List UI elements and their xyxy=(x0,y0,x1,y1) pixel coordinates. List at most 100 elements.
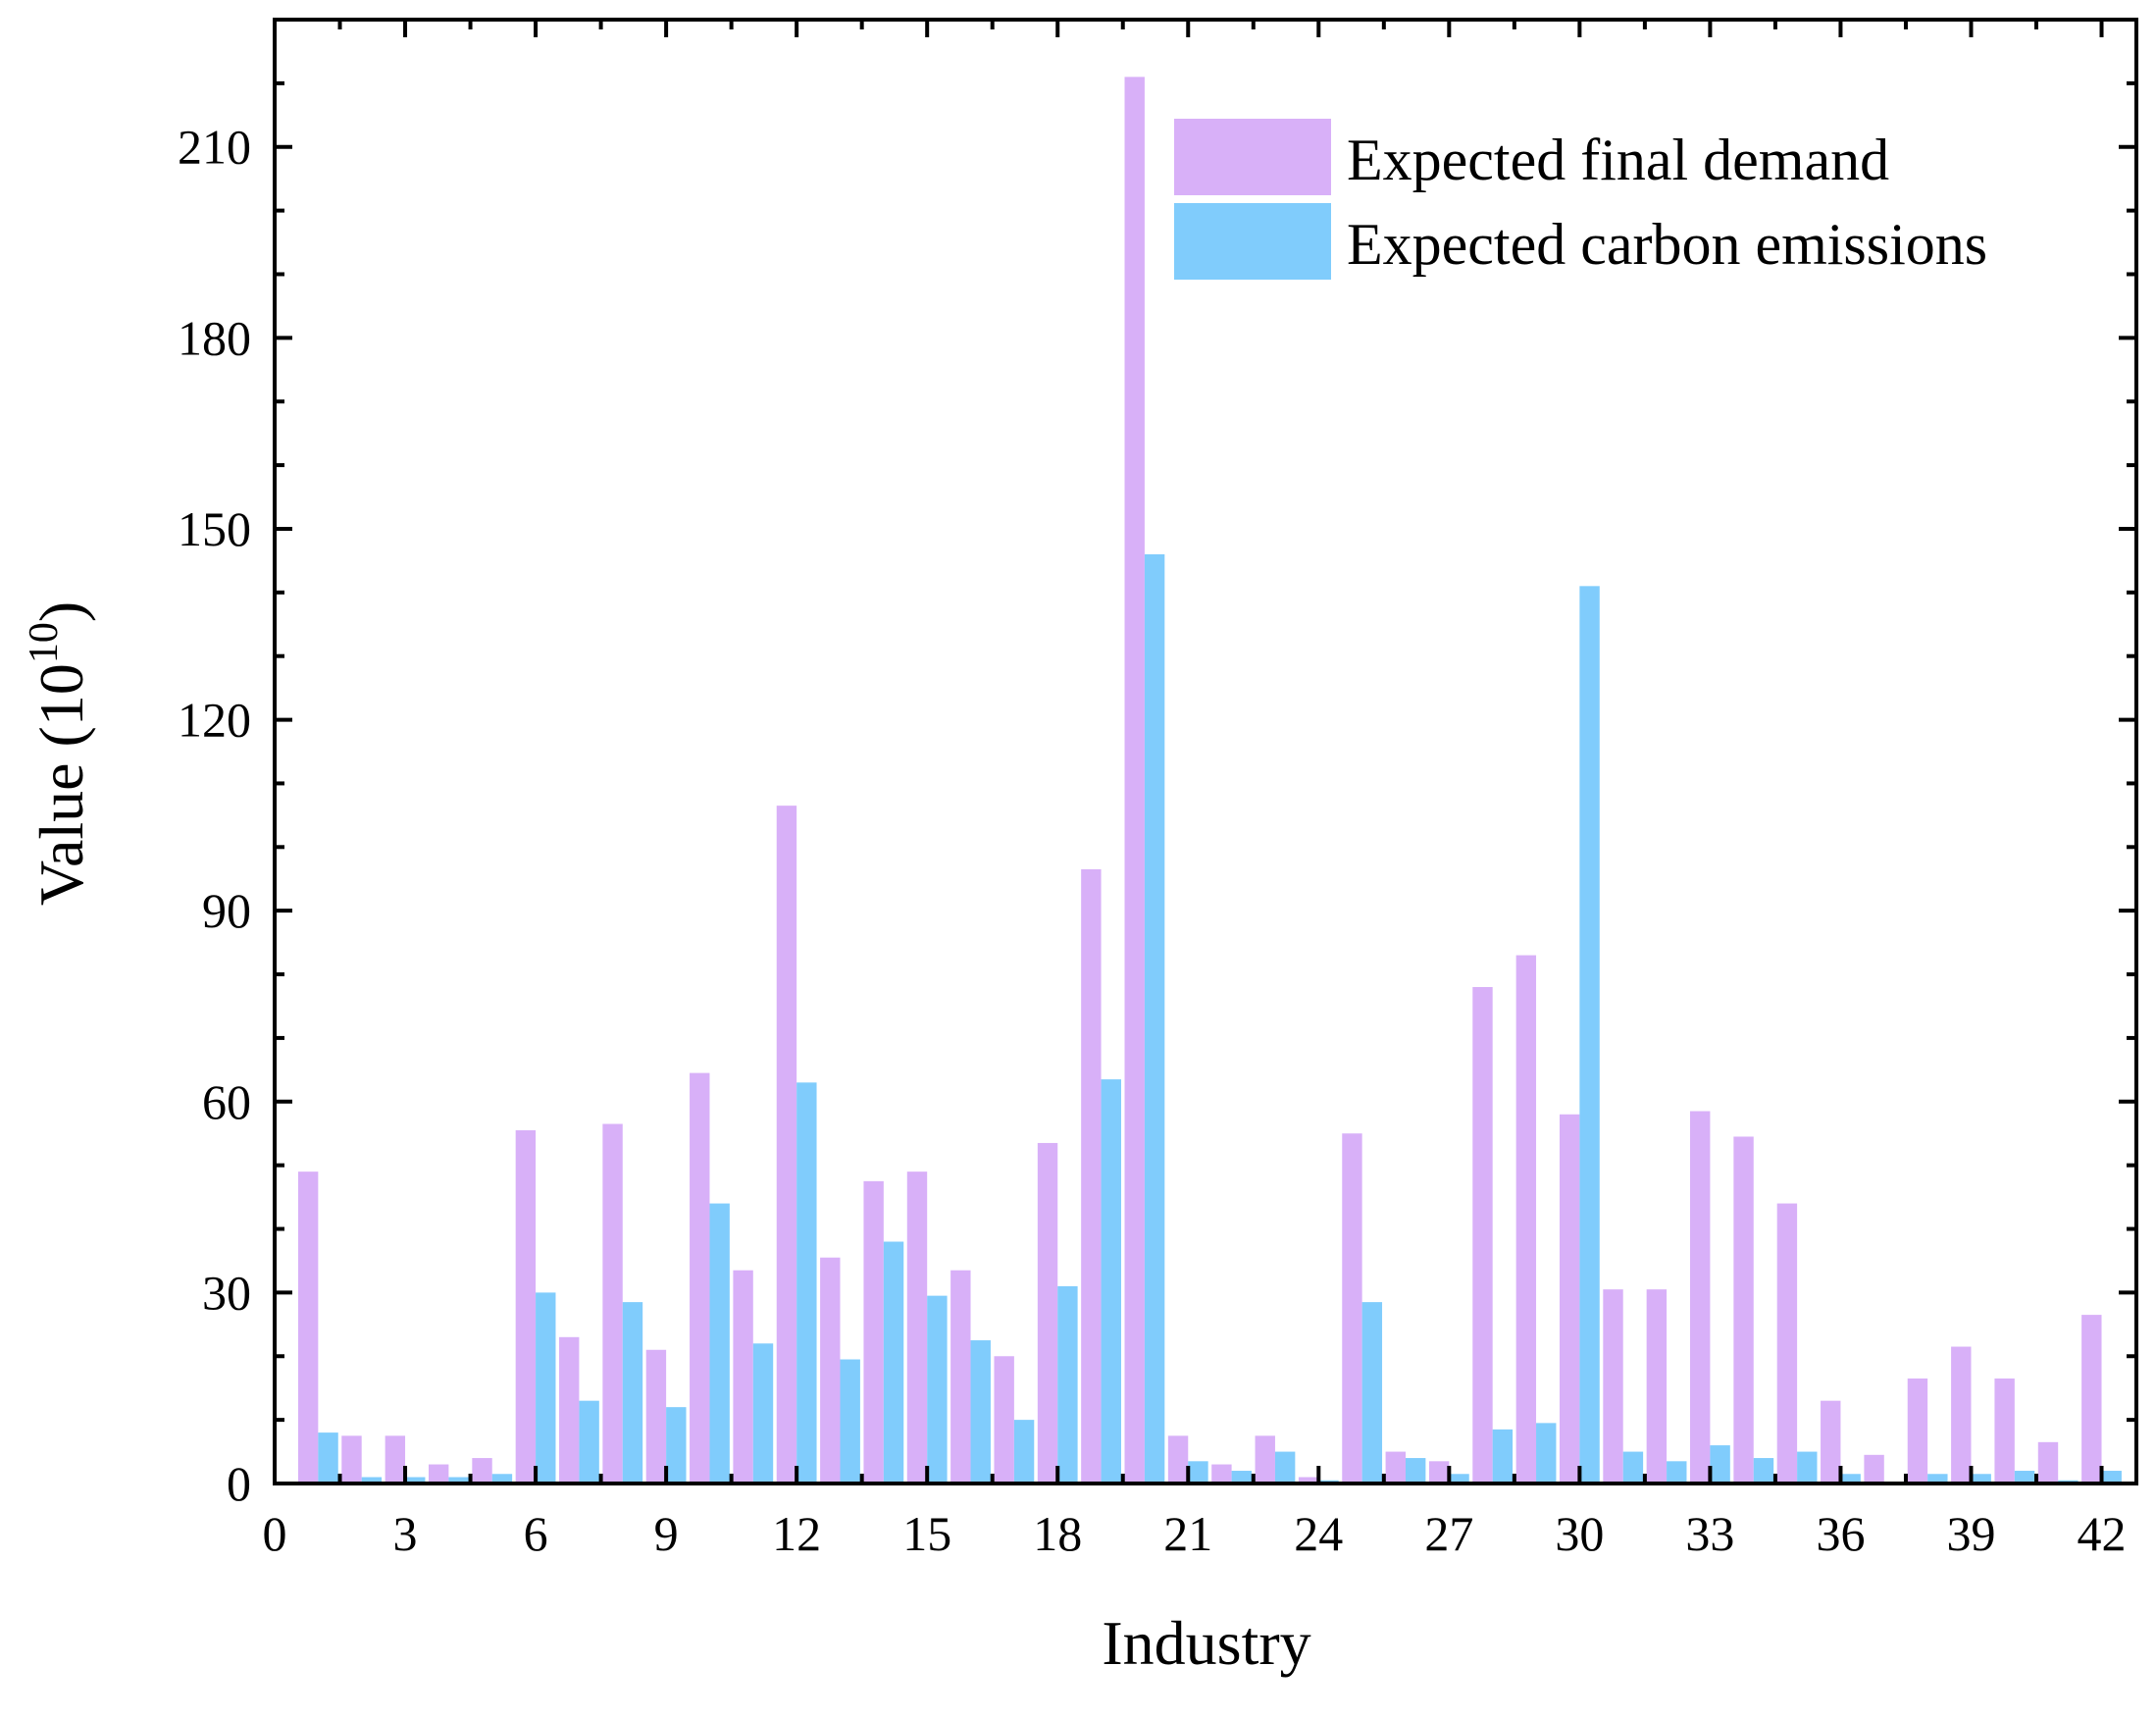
bar-carbon-emissions-16 xyxy=(970,1340,991,1484)
bar-carbon-emissions-10 xyxy=(709,1203,730,1484)
bar-final-demand-6 xyxy=(515,1129,537,1484)
bar-carbon-emissions-29 xyxy=(1536,1423,1557,1484)
x-tick-label: 0 xyxy=(263,1506,287,1561)
bar-carbon-emissions-36 xyxy=(1840,1474,1861,1484)
axes xyxy=(273,18,2138,1485)
bar-carbon-emissions-18 xyxy=(1057,1285,1078,1484)
bar-carbon-emissions-7 xyxy=(579,1400,599,1484)
y-tick-label: 180 xyxy=(178,310,251,365)
bar-carbon-emissions-42 xyxy=(2101,1471,2122,1484)
bar-final-demand-26 xyxy=(1385,1451,1406,1484)
bar-carbon-emissions-31 xyxy=(1622,1451,1644,1484)
y-tick-label: 60 xyxy=(202,1074,251,1129)
bar-final-demand-27 xyxy=(1428,1461,1450,1484)
bar-carbon-emissions-26 xyxy=(1405,1458,1426,1484)
bar-carbon-emissions-30 xyxy=(1579,586,1600,1484)
y-axis-title-main: Value (10 xyxy=(26,663,96,906)
bar-carbon-emissions-6 xyxy=(536,1292,556,1484)
bar-final-demand-33 xyxy=(1690,1111,1711,1484)
bar-final-demand-11 xyxy=(733,1270,753,1484)
x-tick-label: 9 xyxy=(654,1506,679,1561)
y-axis-title-close: ) xyxy=(26,601,96,622)
bar-final-demand-1 xyxy=(297,1171,319,1484)
bar-final-demand-38 xyxy=(1907,1378,1928,1484)
x-tick-label: 18 xyxy=(1033,1506,1082,1561)
bar-final-demand-17 xyxy=(994,1356,1014,1484)
bar-final-demand-16 xyxy=(950,1270,971,1484)
legend-label-carbon-emissions: Expected carbon emissions xyxy=(1347,212,1987,277)
bar-carbon-emissions-25 xyxy=(1361,1302,1383,1484)
bar-carbon-emissions-2 xyxy=(361,1477,383,1484)
bar-carbon-emissions-13 xyxy=(840,1359,860,1484)
bar-carbon-emissions-9 xyxy=(666,1407,687,1484)
x-tick-label: 36 xyxy=(1816,1506,1865,1561)
x-tick-label: 27 xyxy=(1424,1506,1473,1561)
x-tick-label: 15 xyxy=(902,1506,951,1561)
bar-carbon-emissions-14 xyxy=(883,1241,904,1484)
y-tick-label: 120 xyxy=(178,693,251,748)
y-tick-label: 150 xyxy=(178,501,251,556)
y-tick-label: 210 xyxy=(178,120,251,175)
x-tick-label: 6 xyxy=(524,1506,548,1561)
bar-carbon-emissions-38 xyxy=(1927,1474,1948,1484)
bar-carbon-emissions-32 xyxy=(1667,1461,1687,1484)
bar-final-demand-31 xyxy=(1603,1289,1623,1484)
bar-final-demand-40 xyxy=(1994,1378,2015,1484)
bar-carbon-emissions-33 xyxy=(1710,1445,1730,1484)
legend-swatch-final-demand xyxy=(1174,119,1331,195)
bar-final-demand-32 xyxy=(1646,1289,1668,1484)
x-axis-title: Industry xyxy=(1102,1608,1310,1678)
bar-carbon-emissions-28 xyxy=(1492,1429,1514,1484)
bar-carbon-emissions-5 xyxy=(491,1474,513,1484)
y-axis-title-exponent: 10 xyxy=(22,622,67,663)
y-tick-labels: 0 30 60 90 120 150 180 210 xyxy=(178,120,251,1511)
y-tick-label: 30 xyxy=(202,1265,251,1320)
bar-final-demand-28 xyxy=(1472,987,1493,1484)
y-axis-title: Value (1010) xyxy=(22,601,96,906)
x-tick-label: 42 xyxy=(2078,1506,2127,1561)
plot-frame xyxy=(273,18,2138,1485)
bar-final-demand-3 xyxy=(385,1435,406,1484)
x-tick-label: 30 xyxy=(1555,1506,1604,1561)
bar-final-demand-36 xyxy=(1821,1400,1841,1484)
bar-final-demand-29 xyxy=(1515,955,1537,1484)
bar-final-demand-8 xyxy=(602,1123,623,1484)
bar-final-demand-35 xyxy=(1776,1203,1798,1484)
bar-final-demand-5 xyxy=(472,1458,492,1484)
bar-final-demand-37 xyxy=(1864,1454,1884,1484)
series-expected-final-demand xyxy=(297,77,2102,1484)
legend-label-final-demand: Expected final demand xyxy=(1347,128,1889,192)
bar-final-demand-13 xyxy=(820,1257,841,1484)
legend: Expected final demand Expected carbon em… xyxy=(1174,119,1987,280)
x-tick-label: 3 xyxy=(393,1506,418,1561)
bar-final-demand-7 xyxy=(559,1336,580,1484)
bar-final-demand-18 xyxy=(1037,1142,1058,1484)
bar-final-demand-4 xyxy=(428,1464,449,1484)
bar-final-demand-22 xyxy=(1211,1464,1232,1484)
bar-final-demand-30 xyxy=(1559,1114,1580,1484)
bar-carbon-emissions-3 xyxy=(405,1477,426,1484)
bar-final-demand-14 xyxy=(863,1180,884,1484)
bar-carbon-emissions-27 xyxy=(1449,1474,1469,1484)
x-tick-label: 24 xyxy=(1294,1506,1343,1561)
bar-final-demand-23 xyxy=(1255,1435,1275,1484)
bar-carbon-emissions-15 xyxy=(927,1295,948,1484)
bar-final-demand-15 xyxy=(906,1171,928,1484)
bar-final-demand-42 xyxy=(2081,1315,2102,1484)
bar-final-demand-10 xyxy=(690,1072,710,1484)
x-tick-label: 21 xyxy=(1163,1506,1212,1561)
bar-final-demand-25 xyxy=(1342,1133,1362,1484)
bar-carbon-emissions-40 xyxy=(2014,1471,2035,1484)
y-tick-label: 90 xyxy=(202,883,251,938)
x-tick-label: 33 xyxy=(1685,1506,1734,1561)
bar-carbon-emissions-39 xyxy=(1971,1474,1991,1484)
bar-final-demand-34 xyxy=(1733,1136,1754,1484)
bar-carbon-emissions-19 xyxy=(1101,1079,1121,1484)
bar-carbon-emissions-1 xyxy=(318,1432,338,1484)
bar-final-demand-41 xyxy=(2037,1441,2059,1484)
bar-carbon-emissions-11 xyxy=(752,1343,774,1484)
bar-final-demand-39 xyxy=(1951,1346,1972,1484)
series-expected-carbon-emissions xyxy=(318,553,2122,1484)
bar-carbon-emissions-17 xyxy=(1013,1420,1035,1484)
